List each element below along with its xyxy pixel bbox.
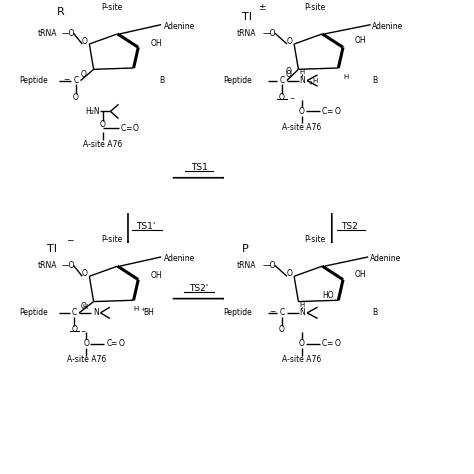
Text: O: O <box>133 124 138 133</box>
Text: Adenine: Adenine <box>164 254 195 263</box>
Text: C: C <box>72 309 77 317</box>
Text: O: O <box>299 107 305 116</box>
Text: Peptide: Peptide <box>223 76 252 85</box>
Text: Adenine: Adenine <box>372 22 403 30</box>
Text: −: − <box>289 96 294 100</box>
Text: H: H <box>300 302 305 308</box>
Text: TS1: TS1 <box>191 163 208 172</box>
Text: ±: ± <box>258 3 266 12</box>
Text: =: = <box>326 339 333 348</box>
Text: A-site A76: A-site A76 <box>67 355 106 364</box>
Text: tRNA: tRNA <box>237 29 256 37</box>
Text: O: O <box>285 70 292 79</box>
Text: O: O <box>285 67 292 76</box>
Text: O: O <box>299 339 305 348</box>
Text: O: O <box>279 325 285 334</box>
Text: O: O <box>72 325 77 334</box>
Text: HO: HO <box>322 291 334 300</box>
Text: B: B <box>159 76 164 85</box>
Text: Adenine: Adenine <box>370 254 401 263</box>
Text: Peptide: Peptide <box>19 76 48 85</box>
Text: O: O <box>82 37 88 46</box>
Text: H₂N: H₂N <box>85 107 100 116</box>
Text: O: O <box>118 339 124 348</box>
Text: N: N <box>300 309 305 317</box>
Text: —O: —O <box>263 261 276 270</box>
Text: TS1': TS1' <box>137 222 156 231</box>
Text: A-site A76: A-site A76 <box>283 123 321 131</box>
Text: BH: BH <box>143 309 154 317</box>
Text: —O: —O <box>62 29 75 37</box>
Text: =: = <box>64 76 70 85</box>
Text: H: H <box>343 74 348 81</box>
Text: P-site: P-site <box>101 3 122 11</box>
Text: Peptide: Peptide <box>223 309 252 317</box>
Text: O: O <box>286 269 292 278</box>
Text: B: B <box>372 76 377 85</box>
Text: B: B <box>372 309 377 317</box>
Text: —O: —O <box>263 29 276 37</box>
Text: Peptide: Peptide <box>19 309 48 317</box>
Text: O: O <box>81 70 87 79</box>
Text: A-site A76: A-site A76 <box>283 355 321 364</box>
Text: P-site: P-site <box>305 3 326 11</box>
Text: C: C <box>322 339 328 348</box>
Text: +: + <box>308 82 312 86</box>
Text: Adenine: Adenine <box>164 22 195 30</box>
Text: =: = <box>110 339 117 348</box>
Text: TS2: TS2 <box>341 222 358 231</box>
Text: tRNA: tRNA <box>37 29 57 37</box>
Text: +: + <box>140 307 145 311</box>
Text: −: − <box>66 235 74 244</box>
Text: =: = <box>326 107 333 116</box>
Text: H: H <box>300 69 305 75</box>
Text: C: C <box>106 339 112 348</box>
Text: O: O <box>334 107 340 116</box>
Text: OH: OH <box>355 36 366 45</box>
Text: O: O <box>73 93 79 101</box>
Text: TI: TI <box>242 11 252 22</box>
Text: A-site A76: A-site A76 <box>83 140 122 149</box>
Text: C: C <box>279 309 285 317</box>
Text: C: C <box>279 76 285 85</box>
Text: OH: OH <box>150 271 162 280</box>
Text: =: = <box>270 309 276 317</box>
Text: O: O <box>83 339 89 348</box>
Text: P: P <box>242 244 248 254</box>
Text: —O: —O <box>62 261 75 270</box>
Text: H: H <box>133 306 138 312</box>
Text: O: O <box>100 120 106 129</box>
Text: R: R <box>57 7 64 17</box>
Text: TS2': TS2' <box>190 284 209 292</box>
Text: TI: TI <box>47 244 57 254</box>
Text: N: N <box>93 309 99 317</box>
Text: O: O <box>286 37 292 46</box>
Text: OH: OH <box>355 270 366 279</box>
Text: C: C <box>120 124 126 133</box>
Text: C: C <box>322 107 328 116</box>
Text: H: H <box>82 304 88 310</box>
Text: O: O <box>81 302 87 311</box>
Text: O: O <box>279 93 285 101</box>
Text: −: − <box>81 328 86 333</box>
Text: N: N <box>300 76 305 85</box>
Text: O: O <box>334 339 340 348</box>
Text: O: O <box>82 269 88 278</box>
Text: =: = <box>125 124 131 133</box>
Text: C: C <box>73 76 79 85</box>
Text: tRNA: tRNA <box>237 261 256 270</box>
Text: H: H <box>313 78 318 83</box>
Text: OH: OH <box>150 39 162 48</box>
Text: P-site: P-site <box>101 235 122 244</box>
Text: P-site: P-site <box>305 235 326 244</box>
Text: tRNA: tRNA <box>37 261 57 270</box>
